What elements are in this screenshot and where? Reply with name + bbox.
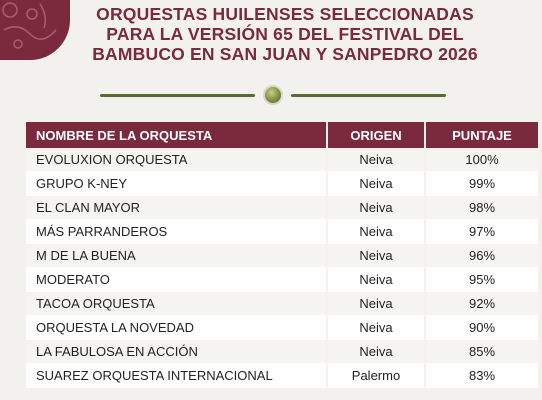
origin-cell: Neiva [328, 196, 426, 220]
ornament-icon [263, 85, 283, 105]
orchestra-name-cell: ORQUESTA LA NOVEDAD [26, 316, 328, 340]
origin-cell: Neiva [328, 148, 426, 172]
score-cell: 83% [426, 364, 538, 388]
table-row: TACOA ORQUESTA Neiva 92% [26, 292, 538, 316]
score-cell: 98% [426, 196, 538, 220]
table-row: MODERATO Neiva 95% [26, 268, 538, 292]
column-header-origin: ORIGEN [328, 122, 426, 148]
score-cell: 85% [426, 340, 538, 364]
table-row: EVOLUXION ORQUESTA Neiva 100% [26, 148, 538, 172]
divider-line-left [100, 94, 255, 97]
orchestra-name-cell: TACOA ORQUESTA [26, 292, 328, 316]
ornamental-divider [100, 85, 446, 105]
table-row: GRUPO K-NEY Neiva 99% [26, 172, 538, 196]
orchestra-name-cell: MÁS PARRANDEROS [26, 220, 328, 244]
table-row: SUAREZ ORQUESTA INTERNACIONAL Palermo 83% [26, 364, 538, 388]
origin-cell: Neiva [328, 172, 426, 196]
score-cell: 90% [426, 316, 538, 340]
title-line-1: ORQUESTAS HUILENSES SELECCIONADAS [96, 4, 474, 24]
orchestra-name-cell: SUAREZ ORQUESTA INTERNACIONAL [26, 364, 328, 388]
column-header-name: NOMBRE DE LA ORQUESTA [26, 122, 328, 148]
decorative-corner [0, 0, 70, 60]
score-cell: 99% [426, 172, 538, 196]
orchestra-name-cell: GRUPO K-NEY [26, 172, 328, 196]
origin-cell: Neiva [328, 292, 426, 316]
orchestra-name-cell: EVOLUXION ORQUESTA [26, 148, 328, 172]
origin-cell: Neiva [328, 316, 426, 340]
floral-pattern-icon [2, 2, 57, 49]
origin-cell: Neiva [328, 340, 426, 364]
orchestra-name-cell: LA FABULOSA EN ACCIÓN [26, 340, 328, 364]
score-cell: 100% [426, 148, 538, 172]
orchestra-name-cell: MODERATO [26, 268, 328, 292]
table-row: MÁS PARRANDEROS Neiva 97% [26, 220, 538, 244]
score-cell: 92% [426, 292, 538, 316]
orchestra-name-cell: EL CLAN MAYOR [26, 196, 328, 220]
score-cell: 96% [426, 244, 538, 268]
title-line-2: PARA LA VERSIÓN 65 DEL FESTIVAL DEL [106, 24, 464, 44]
table-row: EL CLAN MAYOR Neiva 98% [26, 196, 538, 220]
origin-cell: Neiva [328, 220, 426, 244]
origin-cell: Neiva [328, 244, 426, 268]
table-row: M DE LA BUENA Neiva 96% [26, 244, 538, 268]
score-cell: 97% [426, 220, 538, 244]
title-line-3: BAMBUCO EN SAN JUAN Y SANPEDRO 2026 [92, 44, 478, 64]
table-row: LA FABULOSA EN ACCIÓN Neiva 85% [26, 340, 538, 364]
table-header-row: NOMBRE DE LA ORQUESTA ORIGEN PUNTAJE [26, 122, 538, 148]
divider-line-right [291, 94, 446, 97]
origin-cell: Palermo [328, 364, 426, 388]
table-row: ORQUESTA LA NOVEDAD Neiva 90% [26, 316, 538, 340]
column-header-score: PUNTAJE [426, 122, 538, 148]
origin-cell: Neiva [328, 268, 426, 292]
score-cell: 95% [426, 268, 538, 292]
page-title: ORQUESTAS HUILENSES SELECCIONADAS PARA L… [40, 4, 530, 64]
orchestra-name-cell: M DE LA BUENA [26, 244, 328, 268]
orchestras-table: NOMBRE DE LA ORQUESTA ORIGEN PUNTAJE EVO… [26, 122, 538, 388]
